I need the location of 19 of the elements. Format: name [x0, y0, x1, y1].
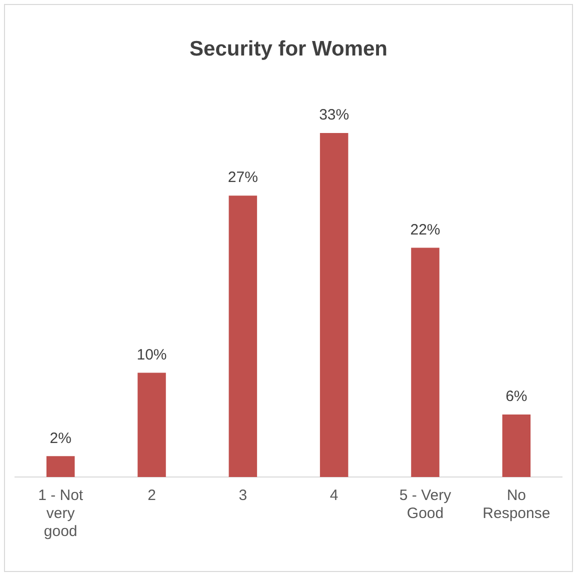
bar — [46, 456, 75, 477]
bar — [502, 414, 531, 477]
data-label: 2% — [50, 430, 72, 447]
bar — [320, 133, 348, 477]
data-label: 27% — [228, 169, 258, 186]
x-tick-label: No Response — [482, 487, 550, 522]
x-tick-label: 2 — [148, 487, 156, 504]
data-label: 6% — [506, 388, 528, 406]
x-tick-label: 5 - Very Good — [399, 487, 452, 522]
data-label: 33% — [319, 106, 350, 124]
bar — [411, 248, 440, 477]
x-tick-label: 4 — [330, 487, 338, 504]
x-tick-label: 1 - Not very good — [38, 487, 84, 540]
data-label: 22% — [410, 221, 440, 238]
bar — [138, 372, 166, 477]
x-tick-label: 3 — [238, 487, 248, 504]
data-label: 10% — [136, 346, 167, 364]
bar — [228, 196, 258, 477]
chart-title: Security for Women — [190, 37, 388, 60]
